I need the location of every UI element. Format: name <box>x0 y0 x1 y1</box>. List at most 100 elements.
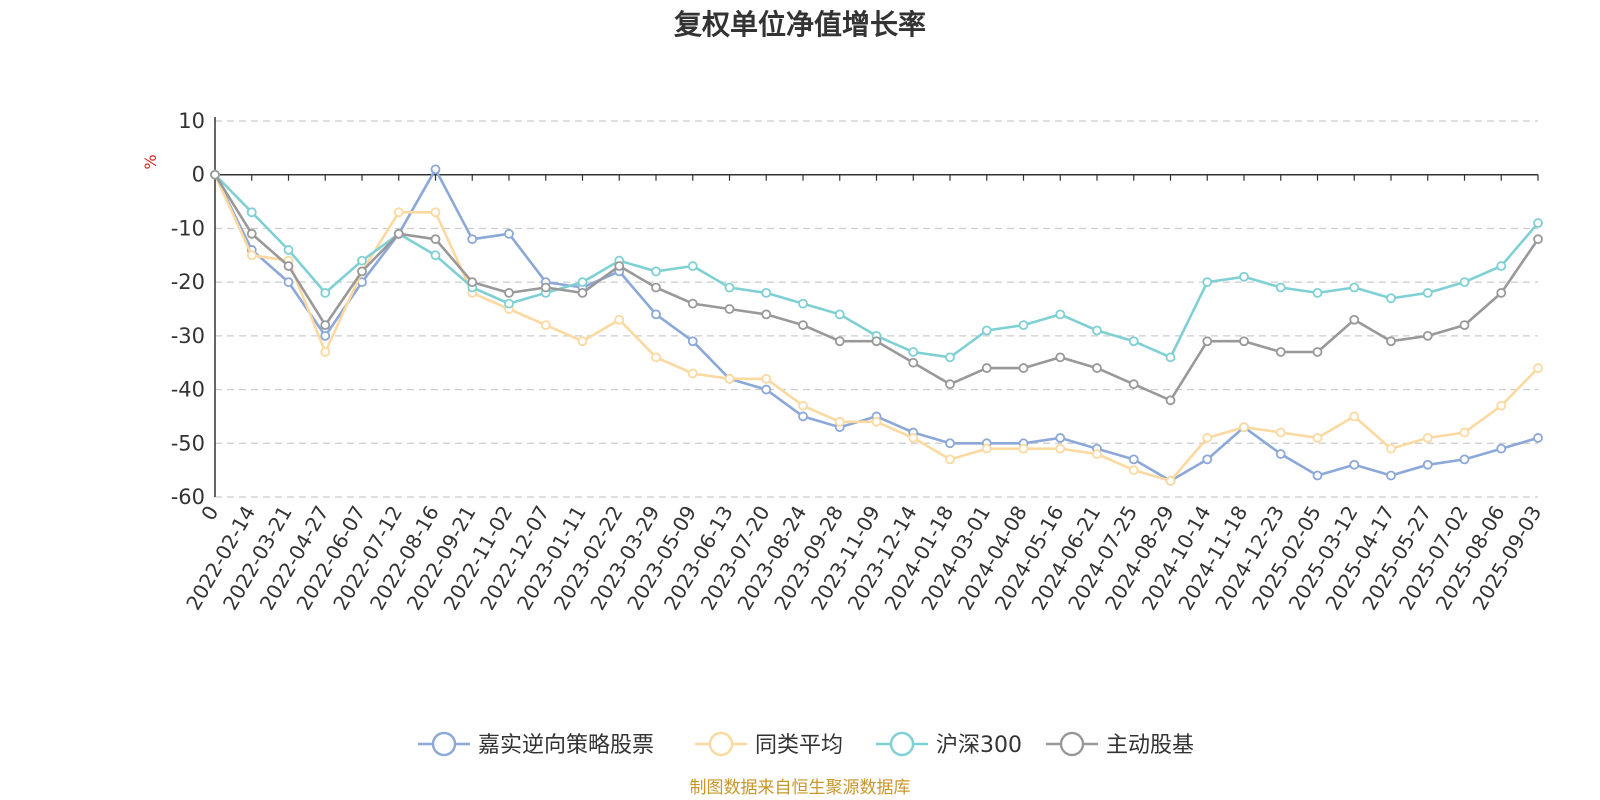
data-point <box>1422 433 1433 443</box>
legend-marker <box>708 731 734 757</box>
series-line <box>214 173 1539 359</box>
data-point <box>651 309 661 320</box>
data-point <box>945 454 955 465</box>
data-point <box>577 277 588 288</box>
data-point <box>834 416 845 427</box>
data-point <box>945 379 955 390</box>
legend-item[interactable]: 嘉实逆向策略股票 <box>418 731 654 758</box>
data-point <box>540 320 551 331</box>
data-point <box>577 287 588 298</box>
data-point <box>393 228 404 239</box>
y-axis-ticks: 10 0 -10 -20 -30 -40 -50 -60 <box>171 109 205 509</box>
data-point <box>1018 363 1029 373</box>
data-point <box>798 411 808 422</box>
data-point <box>761 373 772 384</box>
data-point <box>1018 320 1029 331</box>
data-point <box>1422 330 1433 341</box>
data-point <box>1533 433 1543 443</box>
data-point <box>467 277 478 288</box>
legend-marker <box>431 731 457 757</box>
data-point <box>1459 454 1470 465</box>
data-point <box>1533 234 1543 245</box>
y-tick-label: -10 <box>171 216 205 240</box>
data-point <box>687 336 698 347</box>
data-point <box>1496 443 1507 454</box>
data-point <box>320 320 331 331</box>
data-point <box>430 164 441 175</box>
data-point <box>1459 320 1470 331</box>
data-point <box>1165 395 1176 406</box>
data-point <box>1459 277 1470 288</box>
legend-item[interactable]: 沪深300 <box>876 731 1022 758</box>
data-point <box>1386 336 1396 347</box>
y-tick-label: 0 <box>192 163 205 187</box>
data-point <box>1202 433 1213 443</box>
data-point <box>577 336 588 347</box>
y-tick-label: -60 <box>171 485 205 509</box>
data-point <box>504 228 514 239</box>
data-point <box>320 330 331 341</box>
data-point <box>467 234 478 245</box>
y-tick-label: -40 <box>171 378 205 402</box>
data-point <box>614 314 625 325</box>
data-point <box>283 245 294 255</box>
legend-label: 嘉实逆向策略股票 <box>478 733 654 758</box>
data-point <box>1128 465 1139 476</box>
legend-item[interactable]: 主动股基 <box>1046 731 1194 758</box>
data-point <box>540 282 551 293</box>
data-point <box>357 255 367 266</box>
legend-marker <box>889 731 915 757</box>
data-point <box>908 433 919 443</box>
data-point <box>1055 352 1066 363</box>
data-point <box>834 309 845 320</box>
series-line <box>213 174 1539 483</box>
source-note: 制图数据来自恒生聚源数据库 <box>690 778 911 798</box>
data-point <box>320 347 331 357</box>
data-point <box>798 298 808 309</box>
data-point <box>1239 271 1249 282</box>
data-point <box>1312 347 1323 357</box>
y-tick-label: 10 <box>178 109 205 133</box>
data-point <box>761 309 772 320</box>
data-point <box>871 336 882 347</box>
data-point <box>1349 314 1360 325</box>
data-point <box>246 228 257 239</box>
data-point <box>1422 287 1433 298</box>
data-point <box>283 277 294 288</box>
data-point <box>724 282 735 293</box>
data-point <box>1055 443 1066 454</box>
data-point <box>1055 309 1066 320</box>
data-point <box>687 368 698 379</box>
series-1 <box>210 169 1543 486</box>
data-point <box>651 282 661 293</box>
series-2 <box>210 169 1543 363</box>
data-point <box>320 287 331 298</box>
data-point <box>1312 433 1323 443</box>
data-point <box>1349 282 1360 293</box>
data-point <box>246 207 257 218</box>
data-point <box>687 261 698 271</box>
legend-item[interactable]: 同类平均 <box>695 731 843 758</box>
data-point <box>945 438 955 449</box>
series-lines <box>210 164 1543 486</box>
data-point <box>210 169 220 180</box>
data-point <box>1018 443 1029 454</box>
data-point <box>1496 287 1507 298</box>
data-point <box>761 287 772 298</box>
axes <box>214 117 1538 497</box>
legend[interactable]: 嘉实逆向策略股票 同类平均 沪深300 主动股基 <box>418 731 1194 758</box>
data-point <box>1422 459 1433 470</box>
data-point <box>430 250 441 261</box>
data-point <box>834 336 845 347</box>
data-point <box>1386 293 1396 304</box>
chart-title: 复权单位净值增长率 <box>674 8 926 41</box>
data-point <box>1459 427 1470 438</box>
data-point <box>1386 470 1396 481</box>
data-point <box>1275 282 1286 293</box>
data-point <box>430 234 441 245</box>
data-point <box>1128 454 1139 465</box>
data-point <box>1092 449 1102 459</box>
data-point <box>1055 433 1066 443</box>
y-tick-label: -50 <box>171 431 205 455</box>
